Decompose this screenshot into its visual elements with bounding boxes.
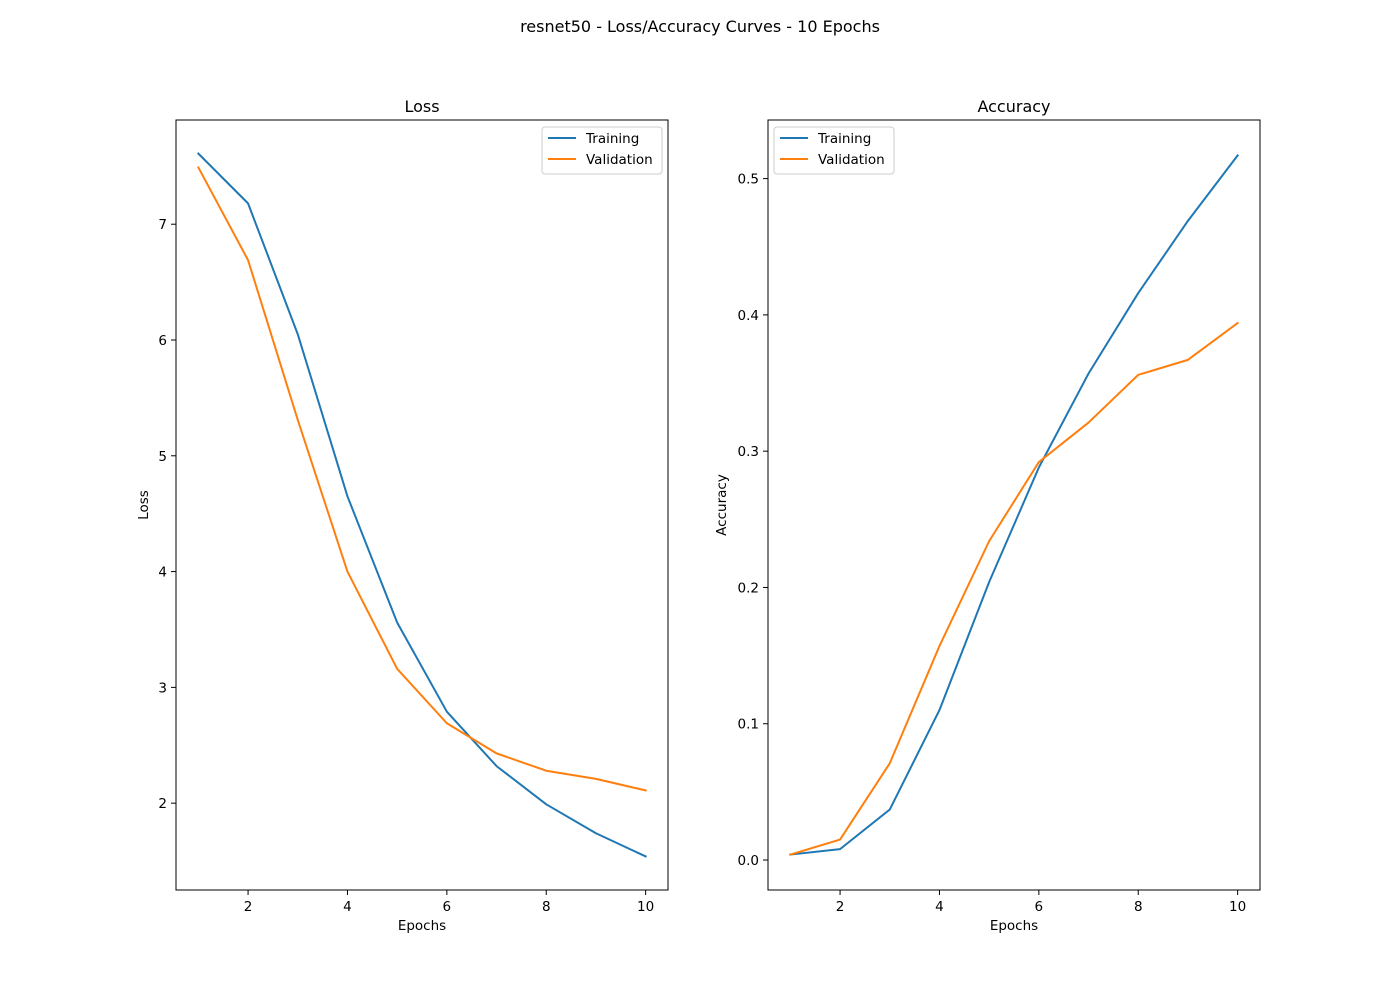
chart-1-plot-frame: [767, 119, 1261, 891]
chart-1-legend: Training Validation: [773, 126, 895, 175]
chart-0-y-tick-label: 7: [158, 217, 167, 233]
chart-1-legend-label-validation: Validation: [818, 152, 885, 168]
figure-title: resnet50 - Loss/Accuracy Curves - 10 Epo…: [520, 17, 880, 36]
chart-1-legend-label-training: Training: [817, 131, 871, 147]
chart-1-x-axis-label: Epochs: [990, 918, 1038, 934]
chart-0-x-tick-label: 6: [443, 899, 452, 915]
chart-1-y-axis-label: Accuracy: [714, 474, 730, 536]
chart-1-x-tick-label: 8: [1134, 899, 1143, 915]
chart-0: Loss 2 4 6 8 10 2 3 4 5 6 7 Epochs Loss Training Valida…: [136, 97, 669, 934]
chart-1-x-tick-label: 2: [836, 899, 845, 915]
chart-1-y-tick-label: 0.3: [738, 444, 759, 460]
chart-1: Accuracy 2 4 6 8 10 0.0 0.1 0.2 0.3 0.4 0.5 Epochs Ac…: [714, 97, 1261, 934]
chart-0-series-training-line: [196, 152, 647, 858]
chart-0-y-tick-label: 6: [158, 333, 167, 349]
chart-1-y-tick-label: 0.5: [738, 172, 759, 188]
chart-0-x-tick-label: 2: [244, 899, 253, 915]
chart-0-legend-label-validation: Validation: [586, 152, 653, 168]
chart-1-y-tick-label: 0.0: [738, 853, 759, 869]
chart-0-x-tick-label: 8: [542, 899, 551, 915]
chart-0-y-tick-label: 5: [158, 449, 167, 465]
chart-0-legend: Training Validation: [541, 126, 663, 175]
chart-0-x-tick-label: 10: [637, 899, 654, 915]
chart-0-y-axis-label: Loss: [136, 490, 152, 520]
chart-1-series-validation-line: [789, 321, 1240, 856]
chart-0-x-axis-label: Epochs: [398, 918, 446, 934]
chart-0-plot-frame: [175, 119, 669, 891]
chart-0-x-tick-label: 4: [343, 899, 352, 915]
chart-1-y-tick-label: 0.4: [738, 308, 759, 324]
chart-1-x-tick-label: 10: [1229, 899, 1246, 915]
chart-0-title: Loss: [404, 97, 439, 116]
chart-1-y-tick-label: 0.2: [738, 580, 759, 596]
chart-1-x-tick-label: 6: [1035, 899, 1044, 915]
chart-1-x-tick-label: 4: [935, 899, 944, 915]
chart-1-series-training-line: [789, 154, 1240, 856]
subplots: Loss 2 4 6 8 10 2 3 4 5 6 7 Epochs Loss Training Valida…: [136, 97, 1261, 934]
chart-0-y-tick-label: 4: [158, 565, 167, 581]
chart-0-series-validation-line: [197, 166, 647, 792]
chart-0-y-tick-label: 2: [158, 796, 167, 812]
chart-0-y-tick-label: 3: [158, 680, 167, 696]
chart-1-y-tick-label: 0.1: [738, 717, 759, 733]
chart-1-title: Accuracy: [977, 97, 1050, 116]
chart-0-legend-label-training: Training: [585, 131, 639, 147]
